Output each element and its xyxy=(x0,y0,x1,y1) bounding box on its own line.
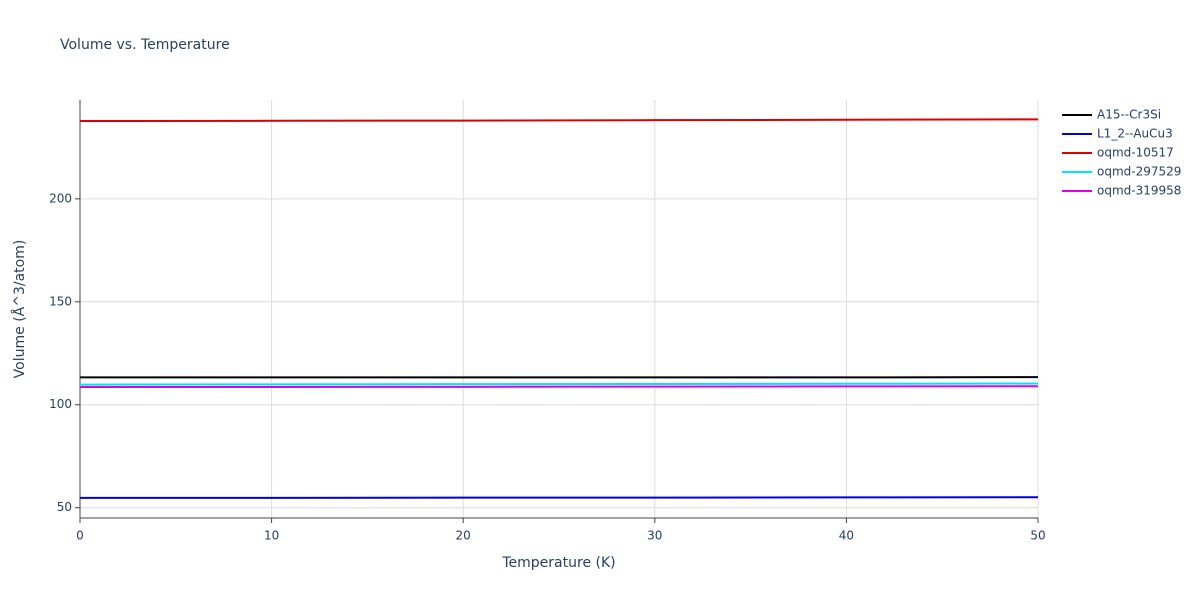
x-axis-label: Temperature (K) xyxy=(501,555,615,571)
x-tick-label: 30 xyxy=(647,529,662,543)
x-tick-label: 20 xyxy=(456,529,471,543)
series-line xyxy=(80,384,1038,385)
legend-label: A15--Cr3Si xyxy=(1097,108,1161,122)
legend-label: oqmd-297529 xyxy=(1097,165,1181,179)
series-line xyxy=(80,386,1038,387)
legend-label: oqmd-10517 xyxy=(1097,146,1174,160)
y-tick-label: 200 xyxy=(49,191,72,205)
legend-label: oqmd-319958 xyxy=(1097,184,1181,198)
x-tick-label: 10 xyxy=(264,529,279,543)
chart-title: Volume vs. Temperature xyxy=(60,37,230,53)
y-tick-label: 100 xyxy=(49,397,72,411)
x-tick-label: 40 xyxy=(839,529,854,543)
x-tick-label: 0 xyxy=(76,529,84,543)
series-line xyxy=(80,119,1038,121)
legend-label: L1_2--AuCu3 xyxy=(1097,127,1173,141)
y-tick-label: 150 xyxy=(49,294,72,308)
y-axis-label: Volume (Å^3/atom) xyxy=(11,240,28,379)
y-tick-label: 50 xyxy=(57,500,72,514)
x-tick-label: 50 xyxy=(1030,529,1045,543)
series-line xyxy=(80,497,1038,498)
